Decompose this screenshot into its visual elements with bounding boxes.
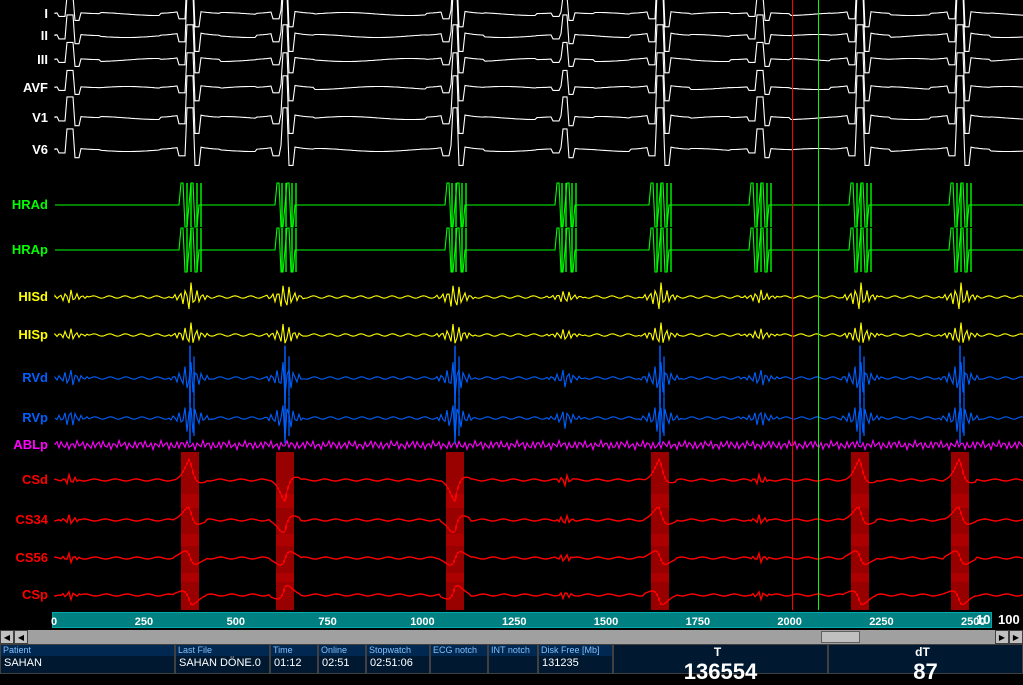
channel-label-ABLp: ABLp — [0, 437, 48, 452]
intnotch-value — [489, 656, 537, 658]
waveform-area[interactable]: IIIIIIAVFV1V6HRAdHRApHISdHISpRVdRVpABLpC… — [0, 0, 1023, 610]
channel-label-I: I — [0, 6, 48, 21]
channel-label-V6: V6 — [0, 142, 48, 157]
T-value: 136554 — [684, 659, 757, 685]
time-tick: 2250 — [869, 616, 893, 628]
time-tick: 750 — [318, 616, 336, 628]
lastfile-value: SAHAN DÖNE.0 — [176, 656, 269, 670]
ecgnotch-label: ECG notch — [431, 645, 487, 656]
status-stopwatch: Stopwatch 02:51:06 — [366, 644, 430, 674]
online-label: Online — [319, 645, 365, 656]
scroll-track[interactable] — [28, 630, 995, 644]
status-dT: dT 87 — [828, 644, 1023, 674]
dT-value: 87 — [913, 659, 937, 685]
channel-label-V1: V1 — [0, 110, 48, 125]
cursor-green[interactable] — [818, 0, 819, 610]
lastfile-label: Last File — [176, 645, 269, 656]
time-tick: 1250 — [502, 616, 526, 628]
channel-label-CSp: CSp — [0, 587, 48, 602]
channel-label-AVF: AVF — [0, 80, 48, 95]
channel-label-HISp: HISp — [0, 327, 48, 342]
status-online: Online 02:51 — [318, 644, 366, 674]
horizontal-scrollbar[interactable]: ◀ ◀ ▶ ▶ — [0, 630, 1023, 644]
status-T: T 136554 — [613, 644, 828, 674]
time-tick: 250 — [135, 616, 153, 628]
status-lastfile: Last File SAHAN DÖNE.0 — [175, 644, 270, 674]
diskfree-label: Disk Free [Mb] — [539, 645, 612, 656]
status-intnotch[interactable]: INT notch — [488, 644, 538, 674]
time-tick: 2000 — [777, 616, 801, 628]
status-ecgnotch[interactable]: ECG notch — [430, 644, 488, 674]
channel-label-RVd: RVd — [0, 370, 48, 385]
scroll-right[interactable]: ▶ — [995, 630, 1009, 644]
time-scale-large: 100 — [998, 612, 1020, 627]
channel-label-HRAd: HRAd — [0, 197, 48, 212]
time-tick: 1750 — [686, 616, 710, 628]
status-diskfree: Disk Free [Mb] 131235 — [538, 644, 613, 674]
time-tick: 500 — [227, 616, 245, 628]
stopwatch-value: 02:51:06 — [367, 656, 429, 670]
patient-label: Patient — [1, 645, 174, 656]
channel-label-III: III — [0, 52, 48, 67]
intnotch-label: INT notch — [489, 645, 537, 656]
scroll-left[interactable]: ◀ — [14, 630, 28, 644]
status-patient: Patient SAHAN — [0, 644, 175, 674]
waveform-svg — [0, 0, 1023, 610]
time-scale-small: 10 — [976, 612, 990, 627]
dT-label: dT — [915, 645, 930, 659]
channel-label-HRAp: HRAp — [0, 242, 48, 257]
channel-label-HISd: HISd — [0, 289, 48, 304]
time-value: 01:12 — [271, 656, 317, 670]
ecgnotch-value — [431, 656, 487, 658]
diskfree-value: 131235 — [539, 656, 612, 670]
scroll-thumb[interactable] — [821, 631, 860, 643]
status-bar: Patient SAHAN Last File SAHAN DÖNE.0 Tim… — [0, 644, 1023, 674]
online-value: 02:51 — [319, 656, 365, 670]
scroll-left-start[interactable]: ◀ — [0, 630, 14, 644]
channel-label-CS34: CS34 — [0, 512, 48, 527]
scroll-right-end[interactable]: ▶ — [1009, 630, 1023, 644]
stopwatch-label: Stopwatch — [367, 645, 429, 656]
cursor-red[interactable] — [792, 0, 793, 610]
channel-label-II: II — [0, 28, 48, 43]
channel-label-CSd: CSd — [0, 472, 48, 487]
channel-label-RVp: RVp — [0, 410, 48, 425]
time-label: Time — [271, 645, 317, 656]
time-tick: 1500 — [594, 616, 618, 628]
time-axis: 02505007501000125015001750200022502500 — [52, 612, 992, 628]
time-tick: 0 — [51, 616, 57, 628]
channel-label-CS56: CS56 — [0, 550, 48, 565]
status-time: Time 01:12 — [270, 644, 318, 674]
T-label: T — [714, 645, 721, 659]
patient-value: SAHAN — [1, 656, 174, 670]
time-tick: 1000 — [410, 616, 434, 628]
